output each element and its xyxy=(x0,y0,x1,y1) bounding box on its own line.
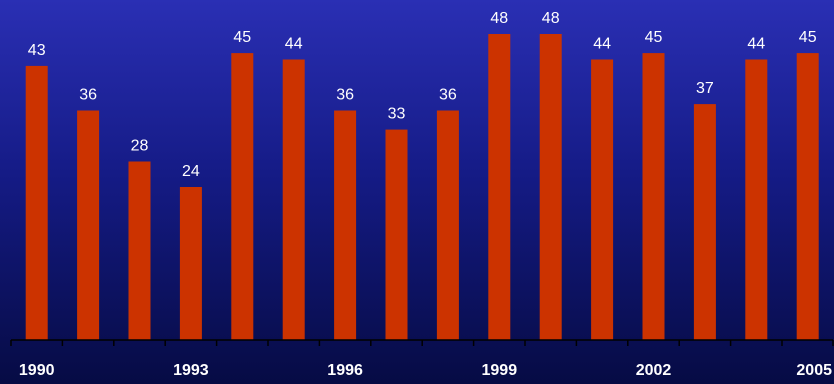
bar-2003 xyxy=(693,104,716,340)
x-tick-label-2005: 2005 xyxy=(796,362,832,379)
bar-1997 xyxy=(385,129,408,340)
bar-value-label-1998: 36 xyxy=(439,87,457,104)
bar-value-label-2002: 45 xyxy=(645,29,663,46)
bar-value-label-1990: 43 xyxy=(28,42,46,59)
bar-value-label-2003: 37 xyxy=(696,80,714,97)
bars-group xyxy=(25,34,819,341)
x-tick-label-1993: 1993 xyxy=(173,362,209,379)
bar-1990 xyxy=(25,65,48,341)
bar-value-label-2000: 48 xyxy=(542,10,560,27)
bar-1994 xyxy=(231,53,254,340)
x-tick-label-1999: 1999 xyxy=(482,362,518,379)
bar-1996 xyxy=(334,110,357,340)
bar-value-label-1999: 48 xyxy=(490,10,508,27)
bar-value-label-2005: 45 xyxy=(799,29,817,46)
bar-1998 xyxy=(436,110,459,340)
bar-2002 xyxy=(642,53,665,340)
bar-value-label-1993: 24 xyxy=(182,163,200,180)
x-tick-label-2002: 2002 xyxy=(636,362,672,379)
bar-1991 xyxy=(77,110,100,340)
bar-2001 xyxy=(591,59,614,340)
x-axis-tick-labels-group: 1990 1993 1996 1999 2002 2005 xyxy=(19,362,832,379)
bar-2000 xyxy=(539,34,562,340)
bar-value-label-1997: 33 xyxy=(388,106,406,123)
bar-value-label-1991: 36 xyxy=(79,87,97,104)
bar-value-label-1994: 45 xyxy=(233,29,251,46)
x-axis-ticks-group xyxy=(10,340,834,346)
bar-value-label-2001: 44 xyxy=(593,36,611,53)
bar-1992 xyxy=(128,161,151,340)
bar-value-label-1996: 36 xyxy=(336,87,354,104)
bar-value-label-2004: 44 xyxy=(747,36,765,53)
x-tick-label-1996: 1996 xyxy=(327,362,363,379)
bar-labels-group: 43 36 28 24 45 44 36 33 36 48 48 44 45 37 44 45 xyxy=(28,10,817,180)
bar-value-label-1992: 28 xyxy=(131,138,149,155)
bar-2004 xyxy=(745,59,768,340)
x-tick-label-1990: 1990 xyxy=(19,362,55,379)
bar-1999 xyxy=(488,34,511,340)
bar-2005 xyxy=(796,53,819,340)
bar-value-label-1995: 44 xyxy=(285,36,303,53)
bar-1993 xyxy=(179,187,202,340)
bar-1995 xyxy=(282,59,305,340)
